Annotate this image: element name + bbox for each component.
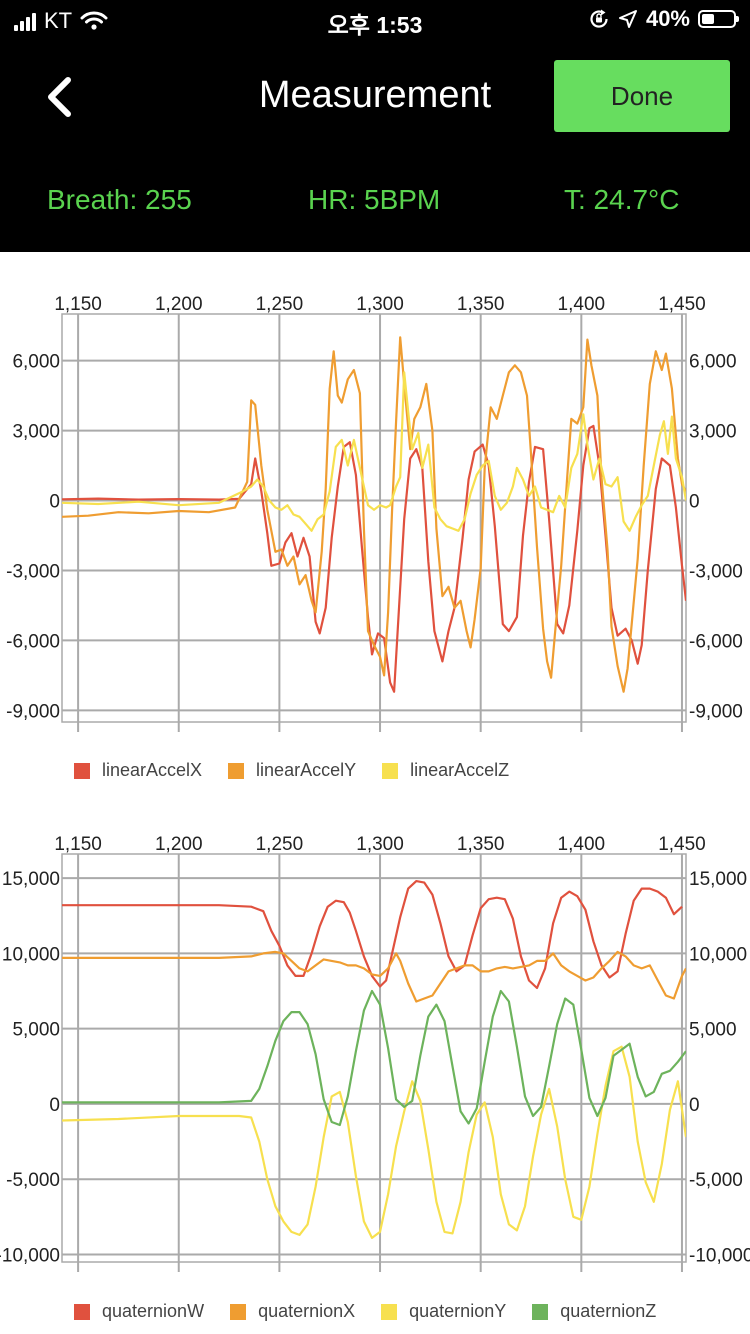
- breath-metric: Breath: 255: [47, 184, 192, 215]
- quaternion-x-tick-label: 1,200: [155, 834, 203, 855]
- quaternion-x-tick-label: 1,150: [54, 834, 102, 855]
- quaternion-y-tick-label-right: 15,000: [689, 869, 747, 890]
- linear-accel-y-tick-label-left: -3,000: [6, 561, 60, 582]
- status-right: 40%: [588, 6, 739, 32]
- linear-accel-x-tick-label: 1,300: [356, 294, 404, 315]
- quaternion-x-tick-label: 1,250: [256, 834, 304, 855]
- linear-accel-y-tick-label-left: 3,000: [12, 422, 60, 443]
- quaternion-x-tick-label: 1,450: [658, 834, 706, 855]
- temperature-metric: T: 24.7°C: [564, 184, 680, 215]
- orientation-lock-icon: [590, 9, 608, 28]
- quaternion-y-tick-label-left: 0: [49, 1095, 60, 1116]
- series-line-linearAccelY: [62, 336, 686, 693]
- legend-item-quaternionW: quaternionW: [74, 1301, 204, 1322]
- battery-icon: [698, 10, 739, 28]
- linear-accel-plot-frame: [61, 313, 687, 723]
- status-bar: KT 오후 1:53 40%: [0, 0, 750, 40]
- quaternion-y-tick-label-left: 5,000: [12, 1020, 60, 1041]
- status-left: KT: [14, 8, 108, 34]
- linear-accel-y-tick-label-left: -6,000: [6, 631, 60, 652]
- legend-item-linearAccelY: linearAccelY: [228, 760, 356, 781]
- linear-accel-legend: linearAccelX linearAccelY linearAccelZ: [74, 760, 535, 781]
- legend-swatch: [74, 762, 90, 779]
- legend-swatch: [228, 762, 245, 779]
- quaternion-x-tick-label: 1,300: [356, 834, 404, 855]
- series-line-linearAccelZ: [62, 371, 686, 532]
- legend-item-quaternionZ: quaternionZ: [532, 1301, 656, 1322]
- legend-label: quaternionW: [102, 1301, 205, 1321]
- legend-item-quaternionY: quaternionY: [381, 1301, 506, 1322]
- legend-item-linearAccelX: linearAccelX: [74, 760, 202, 781]
- status-time: 오후 1:53: [327, 12, 423, 38]
- linear-accel-x-tick-label: 1,400: [558, 294, 606, 315]
- quaternion-x-tick-label: 1,350: [457, 834, 505, 855]
- legend-label: linearAccelZ: [410, 760, 510, 780]
- linear-accel-y-tick-label-right: -3,000: [689, 561, 743, 582]
- quaternion-chart: 1,150 1,200 1,250 1,300 1,350 1,400 1,450 15,00…: [0, 830, 750, 1280]
- linear-accel-x-tick-label: 1,250: [256, 294, 304, 315]
- back-button[interactable]: [36, 72, 86, 122]
- quaternion-y-tick-label-left: -10,000: [0, 1245, 60, 1266]
- quaternion-x-tick-label: 1,400: [558, 834, 606, 855]
- quaternion-y-tick-label-right: -10,000: [689, 1245, 750, 1266]
- legend-swatch: [381, 1303, 398, 1320]
- legend-swatch: [532, 1303, 549, 1320]
- heart-rate-metric: HR: 5BPM: [308, 184, 441, 215]
- battery-percent: 40%: [645, 6, 690, 31]
- legend-label: linearAccelX: [102, 760, 203, 780]
- metrics-row: Breath: 255 HR: 5BPM T: 24.7°C: [0, 184, 750, 224]
- legend-item-quaternionX: quaternionX: [230, 1301, 355, 1322]
- quaternion-chart-svg: 1,150 1,200 1,250 1,300 1,350 1,400 1,450 15,00…: [0, 834, 750, 1272]
- legend-swatch: [382, 762, 399, 779]
- series-line-quaternionX: [62, 950, 686, 1003]
- quaternion-y-tick-label-left: 15,000: [2, 869, 60, 890]
- linear-accel-y-tick-label-left: 0: [49, 492, 60, 513]
- linear-accel-y-tick-label-right: 6,000: [689, 352, 737, 373]
- quaternion-plot-frame: [61, 853, 687, 1263]
- done-button[interactable]: Done: [554, 60, 730, 132]
- linear-accel-y-tick-label-left: -9,000: [6, 701, 60, 722]
- series-line-quaternionW: [62, 880, 683, 990]
- series-line-linearAccelX: [62, 424, 686, 693]
- series-line-quaternionZ: [62, 989, 686, 1127]
- quaternion-y-tick-label-left: -5,000: [6, 1170, 60, 1191]
- quaternion-legend: quaternionW quaternionX quaternionY quatern…: [74, 1301, 682, 1322]
- signal-icon: [14, 11, 36, 31]
- linear-accel-chart: 1,150 1,200 1,250 1,300 1,350 1,400 1,450 6,000…: [0, 290, 750, 740]
- linear-accel-y-tick-label-right: -9,000: [689, 701, 743, 722]
- series-line-quaternionY: [62, 1045, 686, 1239]
- legend-label: quaternionY: [409, 1301, 507, 1321]
- chevron-left-icon: [48, 77, 71, 117]
- quaternion-y-tick-label-right: 0: [689, 1095, 700, 1116]
- location-arrow-icon: [618, 10, 637, 28]
- legend-label: quaternionX: [258, 1301, 356, 1321]
- quaternion-y-tick-label-right: 10,000: [689, 944, 747, 965]
- legend-label: quaternionZ: [560, 1301, 657, 1321]
- quaternion-y-tick-label-right: 5,000: [689, 1020, 737, 1041]
- linear-accel-y-tick-label-right: 3,000: [689, 422, 737, 443]
- nav-bar: Measurement Done: [0, 60, 750, 132]
- linear-accel-x-tick-label: 1,350: [457, 294, 505, 315]
- legend-swatch: [74, 1303, 90, 1320]
- linear-accel-x-tick-label: 1,450: [658, 294, 706, 315]
- quaternion-y-tick-label-right: -5,000: [689, 1170, 743, 1191]
- legend-item-linearAccelZ: linearAccelZ: [382, 760, 509, 781]
- linear-accel-chart-svg: 1,150 1,200 1,250 1,300 1,350 1,400 1,450 6,000…: [6, 294, 743, 732]
- header: KT 오후 1:53 40%: [0, 0, 750, 252]
- wifi-icon: [80, 11, 108, 30]
- linear-accel-y-tick-label-left: 6,000: [12, 352, 60, 373]
- linear-accel-y-tick-label-right: -6,000: [689, 631, 743, 652]
- legend-swatch: [230, 1303, 247, 1320]
- legend-label: linearAccelY: [256, 760, 357, 780]
- quaternion-y-tick-label-left: 10,000: [2, 944, 60, 965]
- linear-accel-x-tick-label: 1,150: [54, 294, 102, 315]
- carrier-label: KT: [44, 8, 73, 33]
- linear-accel-y-tick-label-right: 0: [689, 492, 700, 513]
- linear-accel-x-tick-label: 1,200: [155, 294, 203, 315]
